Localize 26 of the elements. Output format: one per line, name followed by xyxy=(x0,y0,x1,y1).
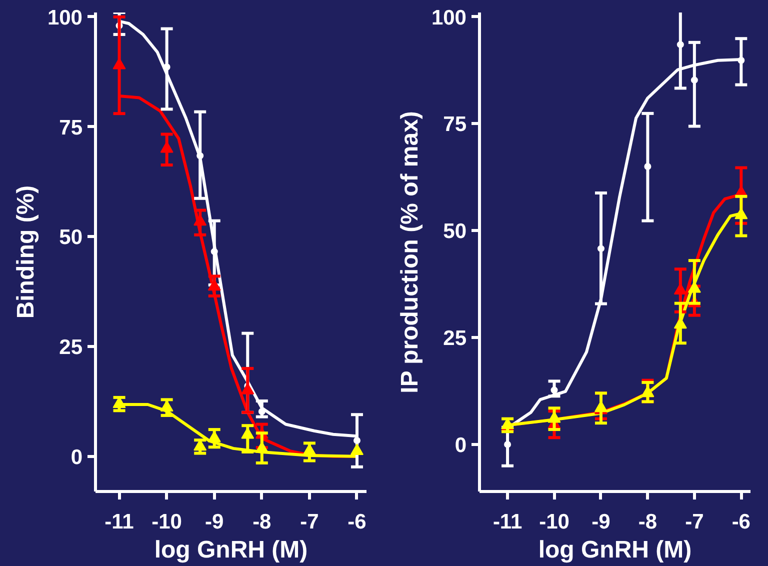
x-axis-title: log GnRH (M) xyxy=(538,536,692,564)
x-tick-label: -7 xyxy=(300,510,319,534)
y-axis-title: IP production (% of max) xyxy=(396,111,424,394)
y-tick-label: 0 xyxy=(454,434,467,457)
y-axis-title: Binding (%) xyxy=(12,185,40,319)
x-tick-label: -8 xyxy=(252,510,272,534)
y-tick-label: 100 xyxy=(47,6,83,30)
y-tick-label: 50 xyxy=(59,226,82,250)
x-tick-label: -11 xyxy=(492,510,522,534)
y-tick-label: 25 xyxy=(59,336,83,359)
x-tick-label: -6 xyxy=(732,510,751,534)
x-tick-label: -7 xyxy=(685,510,704,534)
x-tick-label: -6 xyxy=(348,510,366,534)
x-tick-label: -10 xyxy=(539,510,570,534)
x-tick-label: -8 xyxy=(638,510,658,534)
y-tick-label: 25 xyxy=(443,327,467,350)
y-tick-label: 75 xyxy=(443,113,467,136)
x-tick-label: -11 xyxy=(104,510,134,534)
y-tick-label: 100 xyxy=(431,6,467,30)
x-axis-title: log GnRH (M) xyxy=(154,536,308,564)
y-tick-label: 50 xyxy=(443,220,466,244)
x-tick-label: -10 xyxy=(152,510,182,534)
x-tick-label: -9 xyxy=(592,510,610,534)
x-tick-label: -9 xyxy=(205,510,224,534)
y-tick-label: 75 xyxy=(59,116,83,140)
y-tick-label: 0 xyxy=(70,446,83,469)
